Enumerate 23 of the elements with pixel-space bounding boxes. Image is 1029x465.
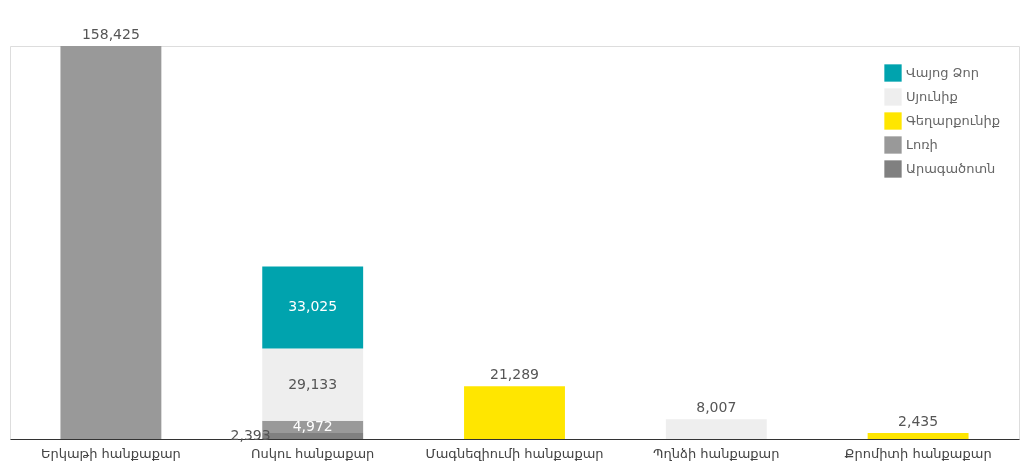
legend-label: Արագածոտն (906, 161, 996, 176)
x-tick-label: Քրոմիտի հանքաքար (844, 445, 992, 461)
bar (60, 46, 162, 439)
bar (867, 432, 969, 439)
x-tick-label: Մագնեզիումի հանքաքար (425, 445, 604, 461)
data-label: 4,972 (292, 417, 333, 434)
data-label: 158,425 (81, 26, 140, 42)
data-label: 2,435 (898, 412, 939, 429)
bar (464, 386, 565, 439)
x-tick-label: Պղնձի հանքաքար (653, 445, 780, 461)
legend-label: Սյունիք (906, 89, 958, 104)
data-label: 8,007 (696, 399, 737, 416)
legend-label: Վայոց Ձոր (906, 65, 980, 80)
bar (262, 266, 364, 349)
x-tick-label: Ոսկու հանքաքար (251, 445, 375, 461)
data-label: 29,133 (288, 375, 338, 392)
legend-label: Լոռի (906, 137, 938, 152)
x-tick-label: Երկաթի հանքաքար (40, 445, 181, 461)
bar (665, 419, 767, 439)
legend-label: Գեղարքունիք (906, 113, 1001, 128)
data-label: 33,025 (288, 298, 338, 315)
bar (262, 348, 364, 421)
data-label: 21,289 (490, 366, 539, 383)
